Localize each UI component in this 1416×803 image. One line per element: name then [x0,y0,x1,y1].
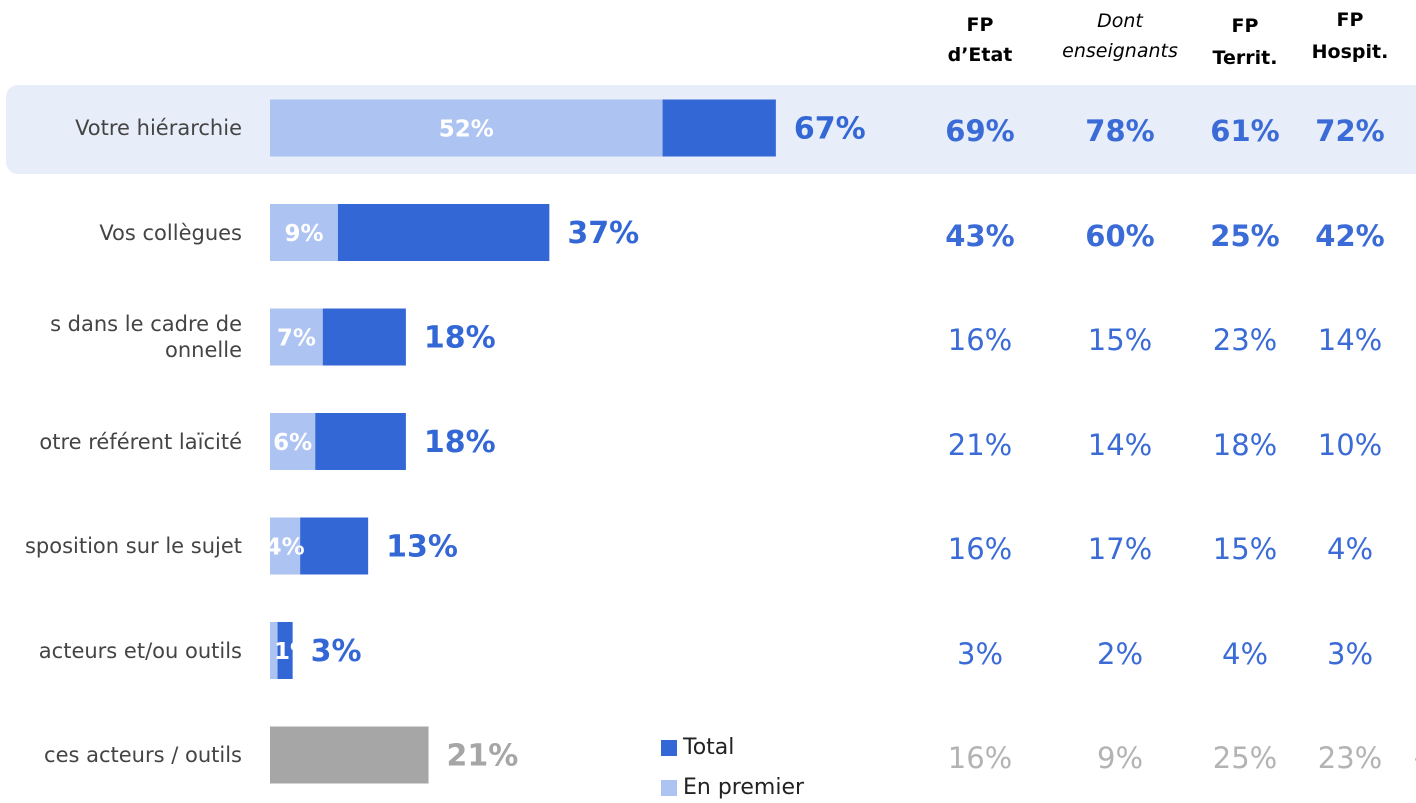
table-cell: 9% [1096,741,1144,775]
table-cell: 23% [1317,741,1383,775]
table-cell: 18% [1212,427,1278,462]
table-cell: 61% [1210,114,1280,148]
total-label: 21% [447,739,519,774]
table-cell: 78% [1085,114,1155,148]
table-cell: 69% [945,114,1015,148]
annotation: 3 [1414,742,1416,768]
first-label: 52% [439,117,494,143]
category-label: acteurs et/ou outils [38,638,242,663]
table-cell: 21% [947,427,1013,462]
table-cell: 25% [1212,741,1278,775]
bar-first [270,308,323,366]
bar-first [270,622,278,679]
table-cell: 43% [945,218,1015,253]
bar-first [270,413,316,470]
table-cell: 16% [947,532,1013,566]
first-label: 9% [284,221,323,247]
table-cell: 2% [1096,636,1144,671]
table-cell: 16% [947,323,1013,357]
total-label: 13% [386,530,458,565]
table-cell: 10% [1317,427,1383,462]
total-label: 3% [311,634,362,669]
category-label: otre référent laïcité [39,429,242,454]
category-label: Votre hiérarchie [75,116,242,140]
category-label: s dans le cadre de onnelle [50,312,242,362]
bar-total [270,726,429,784]
table-cell: 72% [1315,114,1385,148]
first-label: 7% [277,326,316,352]
column-header: Dont enseignants [1062,10,1178,62]
bar-first [270,517,301,575]
total-label: 67% [794,112,866,147]
category-label: ces acteurs / outils [44,743,242,767]
total-label: 18% [424,425,496,460]
first-label: 1% [274,639,313,665]
category-label: Vos collègues [99,220,242,245]
table-cell: 15% [1212,532,1278,566]
column-header: FP Territ. [1212,15,1278,69]
legend-label: En premier [683,775,805,800]
table-cell: 42% [1315,218,1385,253]
column-header: FP Hospit. [1311,9,1389,63]
table-cell: 4% [1326,532,1374,566]
table-cell: 17% [1087,532,1153,566]
legend-swatch [661,780,677,796]
column-header: FP d’Etat [947,14,1013,66]
table-cell: 14% [1087,427,1153,462]
bar-first [270,99,663,157]
bar-first [270,204,338,261]
table-cell: 15% [1087,323,1153,357]
legend-swatch [661,740,677,756]
table-cell: 3% [956,636,1004,671]
table-cell: 16% [947,741,1013,775]
table-cell: 4% [1221,636,1269,671]
table-cell: 60% [1085,218,1155,253]
total-label: 18% [424,321,496,356]
legend-label: Total [682,735,734,760]
first-label: 6% [273,430,312,456]
category-label: sposition sur le sujet [24,534,242,558]
table-cell: 23% [1212,323,1278,357]
table-cell: 3% [1326,636,1374,671]
first-label: 4% [266,535,305,561]
table-cell: 25% [1210,218,1280,253]
table-cell: 14% [1317,323,1383,357]
total-label: 37% [567,216,639,251]
